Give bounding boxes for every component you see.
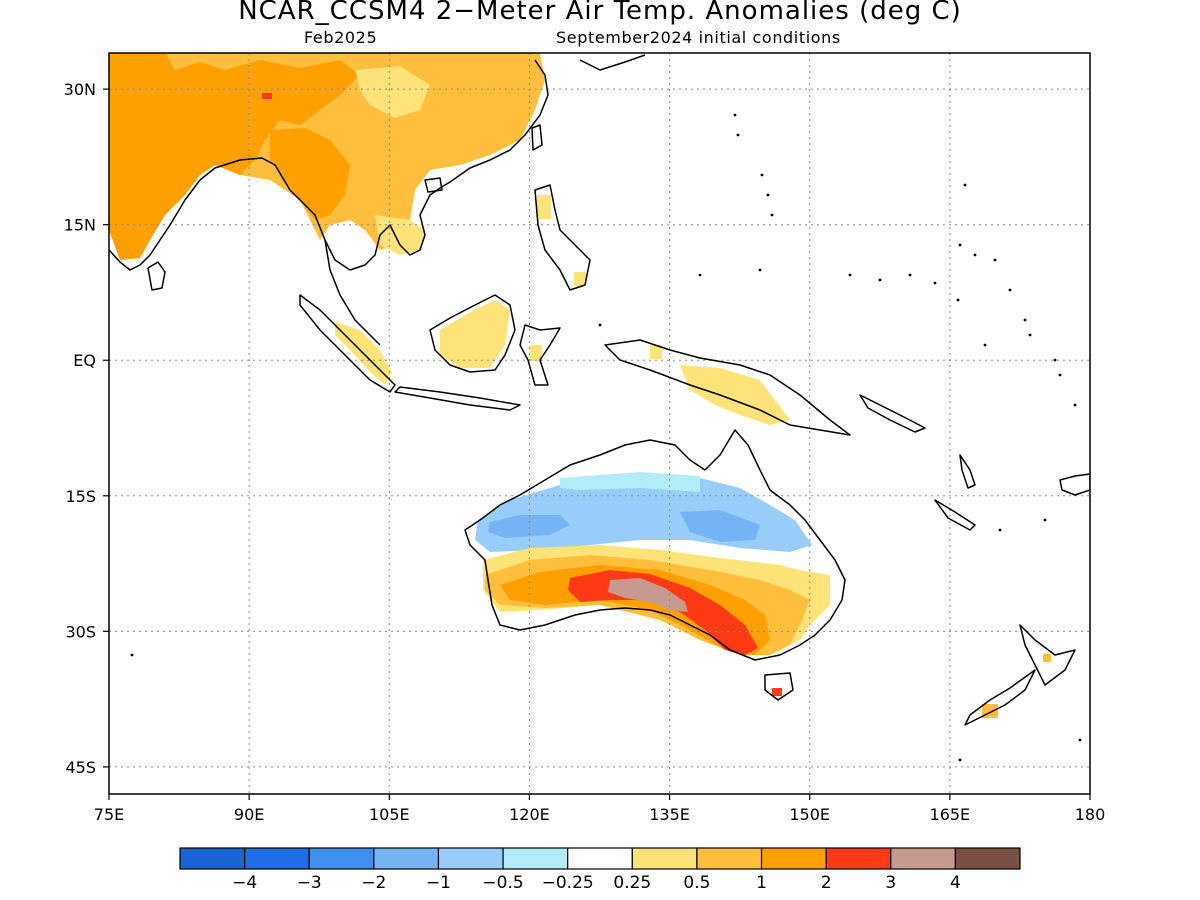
- coast-borneo: [429, 294, 516, 373]
- coast-philippines: [534, 184, 591, 291]
- colorbar-swatch: [631, 847, 698, 870]
- anomaly-tasmania: [772, 688, 782, 696]
- figure-title: NCAR_CCSM4 2−Meter Air Temp. Anomalies (…: [238, 0, 962, 26]
- coast-sumatra: [299, 294, 396, 393]
- coast-tasmania: [764, 672, 794, 701]
- x-axis-ticks: 75E 90E 105E 120E 135E 150E 165E 180: [94, 794, 1106, 824]
- colorbar-swatch: [567, 847, 633, 870]
- x-tick-label: 105E: [369, 805, 410, 824]
- coast-fiji: [1059, 473, 1090, 496]
- colorbar-label: −0.25: [542, 873, 594, 893]
- colorbar-swatch: [308, 847, 375, 870]
- coast-new-zealand-south: [964, 669, 1036, 726]
- map-frame: [108, 52, 1091, 795]
- coast-japan-ryukyu: [579, 54, 646, 71]
- anomaly-borneo: [440, 300, 510, 368]
- coast-australia: [464, 429, 846, 661]
- colorbar-swatch: [760, 847, 827, 870]
- coast-vanuatu: [959, 454, 976, 489]
- anomaly-moderate-himalaya: [270, 128, 350, 220]
- anomaly-australia-extreme: [608, 578, 688, 612]
- colorbar-swatch: [502, 847, 569, 870]
- anomaly-moderate-asia: [109, 53, 360, 260]
- anomaly-australia-light-cool: [560, 472, 700, 492]
- colorbar-swatch: [954, 847, 1021, 870]
- colorbar-swatch: [244, 847, 310, 870]
- x-tick-label: 120E: [509, 805, 550, 824]
- x-tick-label: 75E: [94, 805, 124, 824]
- anomaly-halmahera: [650, 345, 662, 359]
- colorbar-swatch: [825, 847, 892, 870]
- coast-sulawesi: [519, 324, 561, 386]
- y-axis-ticks: 30N 15N EQ 15S 30S 45S: [64, 80, 109, 777]
- y-tick-label: EQ: [73, 351, 96, 370]
- gridlines: [109, 53, 1090, 794]
- colorbar-label: 3: [885, 873, 896, 893]
- coast-java: [394, 386, 521, 411]
- anomaly-sulawesi: [530, 345, 542, 361]
- colorbar-swatch: [696, 847, 763, 870]
- anomaly-new-zealand-north: [1043, 654, 1051, 662]
- y-tick-label: 30S: [65, 622, 96, 641]
- colorbar-swatch: [890, 847, 956, 870]
- anomaly-philippines-2: [574, 272, 586, 286]
- anomaly-philippines-1: [537, 195, 551, 219]
- colorbar-label: −1: [426, 873, 451, 893]
- x-tick-label: 180: [1075, 805, 1106, 824]
- initial-conditions: September2024 initial conditions: [556, 28, 841, 47]
- target-month: Feb2025: [304, 28, 378, 47]
- y-tick-label: 15S: [65, 487, 96, 506]
- coast-hainan: [424, 177, 443, 193]
- anomaly-new-guinea: [680, 365, 790, 425]
- colorbar-label: 0.5: [683, 873, 710, 893]
- colorbar-label: −3: [297, 873, 322, 893]
- colorbar-label: −0.5: [482, 873, 523, 893]
- coastlines: [109, 54, 1090, 726]
- colorbar-swatch: [437, 847, 504, 870]
- anomaly-light-sea: [375, 215, 425, 255]
- x-tick-label: 90E: [234, 805, 264, 824]
- y-tick-label: 30N: [64, 80, 96, 99]
- x-tick-label: 135E: [649, 805, 690, 824]
- colorbar-label: 4: [950, 873, 961, 893]
- colorbar-label: −2: [361, 873, 386, 893]
- y-tick-label: 15N: [64, 216, 96, 235]
- colorbar-label: 0.25: [613, 873, 651, 893]
- colorbar-label: 2: [821, 873, 832, 893]
- anomaly-light-tibet: [355, 66, 430, 118]
- y-tick-label: 45S: [65, 758, 96, 777]
- anomaly-australia-coolest-east: [680, 510, 760, 542]
- coast-taiwan: [531, 124, 543, 151]
- colorbar: −4 −3 −2 −1 −0.5 −0.25 0.25 0.5 1 2 3 4: [179, 847, 1021, 893]
- x-tick-label: 150E: [789, 805, 830, 824]
- coast-new-zealand-north: [1019, 624, 1076, 686]
- map-plot-area: [109, 53, 1090, 794]
- coast-asia-mainland: [109, 59, 549, 271]
- coast-new-caledonia: [934, 499, 976, 531]
- coast-new-guinea: [604, 339, 851, 436]
- colorbar-label: −4: [232, 873, 257, 893]
- x-tick-label: 165E: [930, 805, 971, 824]
- colorbar-swatch: [179, 847, 246, 870]
- anomaly-australia-coolest-west: [488, 515, 570, 538]
- anomaly-hot-spot-tibet: [262, 93, 272, 99]
- colorbar-swatch: [373, 847, 440, 870]
- anomaly-australia-moderate: [500, 565, 770, 655]
- coast-solomon-islands: [859, 394, 926, 433]
- coast-malay-peninsula: [324, 239, 381, 346]
- pacific-islands: [130, 113, 1082, 762]
- colorbar-label: 1: [756, 873, 767, 893]
- coast-sri-lanka: [147, 261, 166, 291]
